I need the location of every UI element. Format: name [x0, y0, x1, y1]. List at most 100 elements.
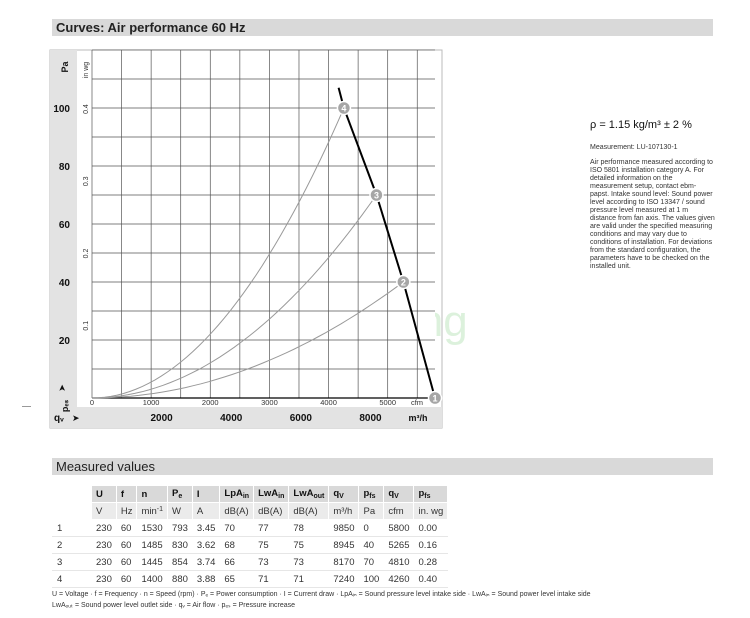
operating-point-label: 4 — [341, 104, 346, 114]
x-tick-label-cfm: 0 — [90, 398, 94, 407]
unit-cell: W — [167, 502, 193, 520]
table-cell: 4260 — [383, 570, 415, 588]
x-tick-label-cfm: 5000 — [379, 398, 396, 407]
table-cell: 75 — [253, 536, 290, 554]
table-cell: 230 — [91, 553, 117, 571]
y-tick-label: 20 — [59, 336, 71, 347]
table-cell: 78 — [288, 519, 330, 537]
density-note: ρ = 1.15 kg/m³ ± 2 % — [590, 119, 692, 131]
legend-line-2: LwAₒᵤₜ = Sound power level outlet side ·… — [52, 602, 296, 609]
y-unit-label-inwg: in wg — [83, 62, 90, 78]
table-cell: 793 — [167, 519, 193, 537]
x-axis-label: qᵥ — [54, 413, 64, 424]
table-cell: 9850 — [328, 519, 360, 537]
y-tick-label-inwg: 0.1 — [83, 321, 90, 331]
row-index: 2 — [52, 536, 92, 554]
table-cell: 3.62 — [191, 536, 221, 554]
x-tick-label-m3h: 8000 — [359, 413, 382, 424]
y-unit-label: Pa — [60, 61, 70, 73]
column-header: qV — [328, 485, 360, 503]
column-header: pfs — [358, 485, 385, 503]
x-tick-label-cfm: 2000 — [202, 398, 219, 407]
y-tick-label: 100 — [53, 104, 70, 115]
table-cell: 8170 — [328, 553, 360, 571]
column-header: f — [115, 485, 138, 503]
table-cell: 71 — [253, 570, 290, 588]
column-header: pfs — [413, 485, 449, 503]
y-tick-label-inwg: 0.2 — [83, 249, 90, 259]
operating-point-label: 3 — [374, 191, 379, 201]
column-header-subscript: in — [278, 493, 285, 500]
unit-cell: A — [191, 502, 221, 520]
x-tick-label-cfm: 4000 — [320, 398, 337, 407]
table-cell: 1400 — [136, 570, 169, 588]
curves-section-title: Curves: Air performance 60 Hz — [52, 19, 713, 36]
table-cell: 73 — [288, 553, 330, 571]
x-unit-label: m³/h — [409, 413, 428, 423]
x-tick-label-cfm: 1000 — [143, 398, 160, 407]
table-cell: 66 — [219, 553, 255, 571]
unit-cell: dB(A) — [253, 502, 290, 520]
table-cell: 3.88 — [191, 570, 221, 588]
table-cell: 1485 — [136, 536, 169, 554]
unit-cell: in. wg — [413, 502, 449, 520]
y-tick-label-inwg: 0.3 — [83, 176, 90, 186]
table-cell: 8945 — [328, 536, 360, 554]
y-axis-label: pₑₛ — [60, 399, 70, 412]
y-tick-label: 40 — [59, 278, 71, 289]
column-header: I — [191, 485, 221, 503]
table-cell: 854 — [167, 553, 193, 571]
table-cell: 70 — [219, 519, 255, 537]
table-cell: 0.28 — [413, 553, 449, 571]
operating-point-circle — [336, 100, 352, 116]
unit-cell: min-1 — [136, 502, 169, 520]
table-cell: 100 — [358, 570, 385, 588]
table-cell: 230 — [91, 536, 117, 554]
table-cell: 0.40 — [413, 570, 449, 588]
table-cell: 5800 — [383, 519, 415, 537]
measurement-note: Measurement: LU-107130-1 — [590, 144, 678, 151]
row-index: 3 — [52, 553, 92, 571]
table-cell: 0 — [358, 519, 385, 537]
table-cell: 7240 — [328, 570, 360, 588]
column-header: LwAin — [253, 485, 290, 503]
table-row: 3 230 60 1445 854 3.74 66 73 73 8170 70 4810 0.28 — [52, 553, 449, 571]
table-cell: 60 — [115, 553, 138, 571]
column-header-subscript: out — [313, 493, 325, 500]
table-cell: 1530 — [136, 519, 169, 537]
y-tick-label-inwg: 0.4 — [83, 104, 90, 114]
table-cell: 3.45 — [191, 519, 221, 537]
operating-point-marker: 2 — [396, 274, 411, 290]
y-axis-panel — [50, 50, 77, 428]
table-cell: 830 — [167, 536, 193, 554]
column-header-subscript: e — [178, 493, 183, 500]
unit-cell: dB(A) — [219, 502, 255, 520]
table-cell: 70 — [358, 553, 385, 571]
x-tick-label-m3h: 2000 — [150, 413, 173, 424]
y-axis-arrow-icon: ➤ — [57, 384, 67, 392]
table-cell: 73 — [253, 553, 290, 571]
table-cell: 0.00 — [413, 519, 449, 537]
system-curve — [91, 107, 345, 399]
table-cell: 1445 — [136, 553, 169, 571]
column-header: LpAin — [219, 485, 255, 503]
operating-point-circle — [396, 274, 411, 290]
operating-point-marker: 3 — [369, 187, 384, 203]
x-axis-panel — [50, 407, 442, 428]
unit-cell: dB(A) — [288, 502, 330, 520]
unit-cell: Hz — [115, 502, 138, 520]
table-row: 1 230 60 1530 793 3.45 70 77 78 9850 0 5800 0.00 — [52, 519, 449, 537]
table-row: 2 230 60 1485 830 3.62 68 75 75 8945 40 5265 0.16 — [52, 536, 449, 554]
unit-cell: Pa — [358, 502, 385, 520]
system-curve — [91, 194, 377, 399]
x-tick-label-m3h: 6000 — [290, 413, 313, 424]
column-header: U — [91, 485, 117, 503]
unit-cell: m³/h — [328, 502, 360, 520]
operating-point-circle — [427, 390, 443, 406]
table-row: 4 230 60 1400 880 3.88 65 71 71 7240 100 4260 0.40 — [52, 570, 449, 588]
column-header-subscript: fs — [369, 493, 376, 500]
table-cell: 230 — [91, 570, 117, 588]
operating-point-circle — [369, 187, 384, 203]
operating-point-label: 2 — [401, 278, 406, 288]
